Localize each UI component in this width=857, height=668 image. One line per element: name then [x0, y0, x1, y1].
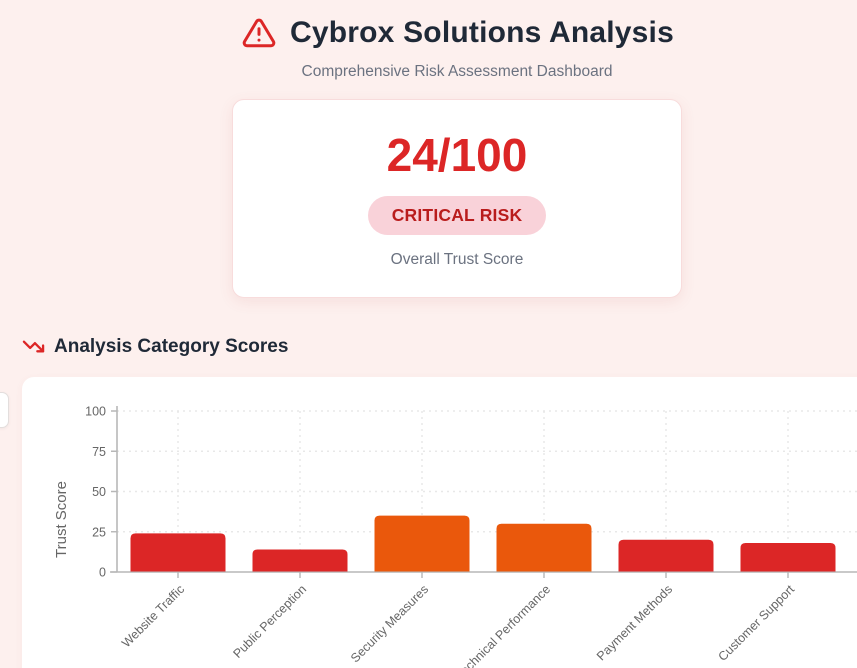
- x-tick-label: Security Measures: [348, 582, 431, 665]
- bar-payment-methods[interactable]: [618, 539, 714, 572]
- page-subtitle: Comprehensive Risk Assessment Dashboard: [301, 63, 613, 80]
- section-title: Analysis Category Scores: [54, 335, 289, 357]
- bar-technical-performance[interactable]: [496, 523, 592, 572]
- trending-down-icon: [22, 335, 45, 358]
- y-tick-label: 25: [92, 525, 106, 539]
- bar-website-traffic[interactable]: [130, 533, 226, 572]
- x-tick-label: Public Perception: [230, 582, 309, 661]
- trust-score-label: Overall Trust Score: [390, 251, 524, 268]
- y-tick-label: 75: [92, 445, 106, 459]
- bar-public-perception[interactable]: [252, 549, 348, 572]
- risk-level-badge: CRITICAL RISK: [367, 196, 547, 235]
- category-scores-bar-chart: 0 25 50 75 100 Website Traffic Public Percepti…: [53, 405, 857, 668]
- alert-triangle-icon: [240, 16, 278, 50]
- category-scores-chart-card: 0 25 50 75 100 Website Traffic Public Percepti…: [22, 377, 857, 668]
- bar-security-measures[interactable]: [374, 515, 470, 572]
- category-scores-section-header: Analysis Category Scores: [22, 335, 857, 358]
- y-axis-title: Trust Score: [53, 481, 70, 558]
- bar-customer-support[interactable]: [740, 543, 836, 572]
- y-tick-label: 0: [99, 566, 106, 580]
- main-container: Cybrox Solutions Analysis Comprehensive …: [22, 0, 857, 668]
- y-tick-label: 100: [85, 405, 106, 419]
- x-tick-label: Technical Performance: [453, 582, 553, 668]
- edge-floating-button[interactable]: [0, 392, 9, 428]
- page-header: Cybrox Solutions Analysis Comprehensive …: [22, 0, 857, 81]
- page-title: Cybrox Solutions Analysis: [290, 16, 674, 49]
- x-tick-label: Customer Support: [715, 582, 797, 664]
- x-tick-label: Payment Methods: [594, 582, 675, 663]
- y-tick-label: 50: [92, 485, 106, 499]
- x-tick-label: Website Traffic: [119, 582, 187, 650]
- trust-score-value: 24/100: [386, 129, 528, 181]
- overall-score-card: 24/100 CRITICAL RISK Overall Trust Score: [232, 99, 682, 298]
